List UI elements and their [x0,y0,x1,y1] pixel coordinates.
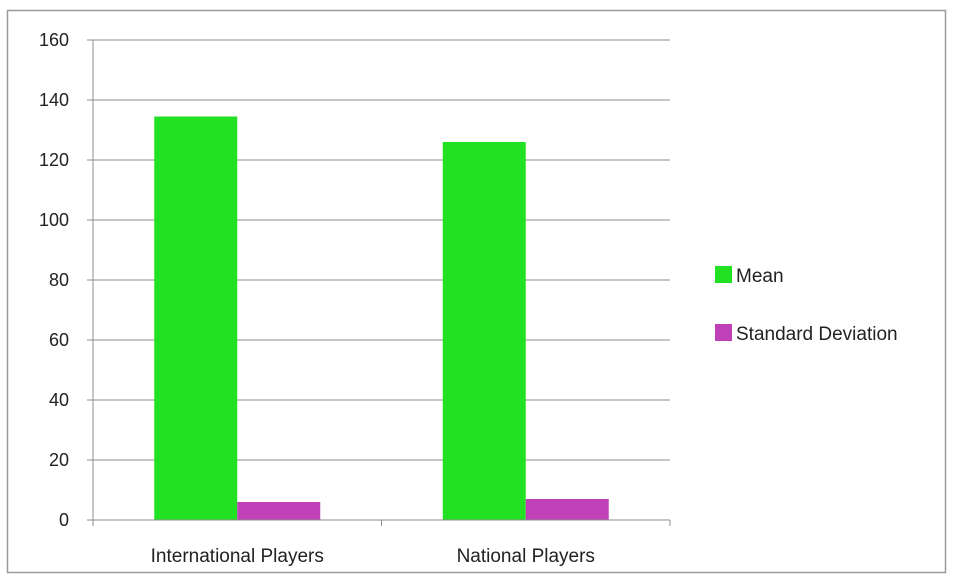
y-tick-label: 60 [49,330,69,350]
legend-swatch-standard-deviation [715,324,732,341]
legend-label: Standard Deviation [736,324,898,345]
y-tick-labels: 0 20 40 60 80 100 120 140 160 [39,30,69,530]
y-tick-label: 80 [49,270,69,290]
legend: Mean Standard Deviation [715,266,898,345]
y-tick-label: 0 [59,510,69,530]
axes [87,39,671,526]
y-tick-label: 20 [49,450,69,470]
y-tick-label: 160 [39,30,69,50]
y-tick-label: 120 [39,150,69,170]
x-category-labels: International Players National Players [151,546,595,567]
bar-standard-deviation [525,499,609,520]
x-category-label: International Players [151,546,324,567]
bars [154,116,609,520]
y-tick-label: 140 [39,90,69,110]
y-tick-label: 100 [39,210,69,230]
legend-label: Mean [736,266,784,287]
bar-mean [154,116,238,520]
bar-mean [442,142,526,520]
bar-standard-deviation [237,502,321,520]
x-category-label: National Players [457,546,595,567]
legend-swatch-mean [715,266,732,283]
y-tick-label: 40 [49,390,69,410]
